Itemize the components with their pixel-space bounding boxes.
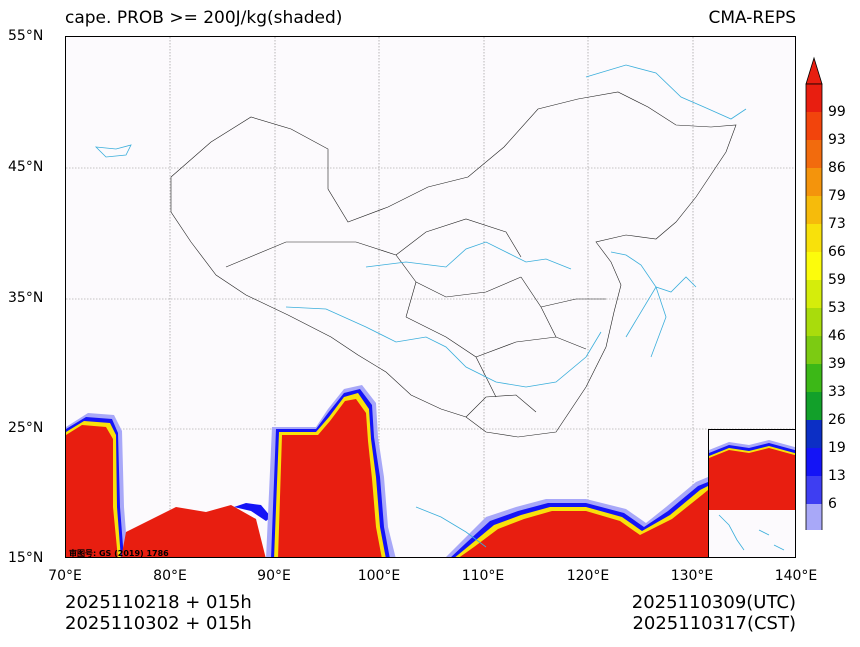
inset-map	[708, 429, 795, 557]
lon-label-110e: 110°E	[461, 568, 505, 584]
lat-label-15n: 15°N	[8, 550, 44, 566]
lon-label-130e: 130°E	[670, 568, 714, 584]
colorbar-label: 13	[828, 468, 846, 484]
rivers-coastline	[94, 64, 747, 548]
colorbar	[805, 56, 823, 530]
colorbar-segment	[806, 84, 822, 112]
chart-title: cape. PROB >= 200J/kg(shaded)	[65, 8, 343, 28]
colorbar-segment	[806, 140, 822, 168]
colorbar-segment	[806, 280, 822, 308]
model-name: CMA-REPS	[708, 8, 796, 28]
inset-canvas	[709, 440, 795, 551]
colorbar-label: 6	[828, 496, 837, 512]
colorbar-segment	[806, 504, 822, 530]
colorbar-segment	[806, 168, 822, 196]
colorbar-label: 26	[828, 412, 846, 428]
map-panel: 审图号: GS (2019) 1786	[65, 36, 796, 558]
colorbar-label: 66	[828, 244, 846, 260]
colorbar-label: 33	[828, 384, 846, 400]
colorbar-segment	[806, 224, 822, 252]
colorbar-label: 59	[828, 272, 846, 288]
map-canvas: 审图号: GS (2019) 1786	[66, 37, 795, 558]
colorbar-label: 79	[828, 188, 846, 204]
colorbar-segment	[806, 336, 822, 364]
colorbar-segment	[806, 364, 822, 392]
init-time-utc: 2025110218 + 015h	[65, 592, 252, 613]
colorbar-label: 93	[828, 132, 846, 148]
colorbar-label: 53	[828, 300, 846, 316]
colorbar-label: 86	[828, 160, 846, 176]
init-time-block: 2025110218 + 015h 2025110302 + 015h	[65, 592, 252, 634]
valid-time-block: 2025110309(UTC) 2025110317(CST)	[632, 592, 796, 634]
valid-time-utc: 2025110309(UTC)	[631, 592, 796, 613]
graticule	[66, 37, 795, 557]
lat-label-35n: 35°N	[8, 290, 44, 306]
colorbar-label: 99	[828, 104, 846, 120]
colorbar-label: 73	[828, 216, 846, 232]
colorbar-segment	[806, 308, 822, 336]
colorbar-label: 19	[828, 440, 846, 456]
valid-time-cst: 2025110317(CST)	[632, 613, 796, 634]
colorbar-extend-max	[805, 56, 823, 85]
lon-label-100e: 100°E	[357, 568, 401, 584]
colorbar-label: 46	[828, 328, 846, 344]
lon-label-70e: 70°E	[48, 568, 82, 584]
colorbar-segment	[806, 252, 822, 280]
colorbar-frame	[805, 83, 823, 530]
lat-label-25n: 25°N	[8, 420, 44, 436]
lon-label-90e: 90°E	[257, 568, 291, 584]
probability-shading	[66, 385, 708, 557]
colorbar-segment	[806, 448, 822, 476]
lat-label-55n: 55°N	[8, 28, 44, 44]
init-time-cst: 2025110302 + 015h	[65, 613, 252, 634]
lat-label-45n: 45°N	[8, 159, 44, 175]
colorbar-segment	[806, 476, 822, 504]
lon-label-140e: 140°E	[774, 568, 818, 584]
lon-label-80e: 80°E	[153, 568, 187, 584]
province-borders	[170, 91, 737, 438]
colorbar-segment	[806, 112, 822, 140]
colorbar-label: 39	[828, 356, 846, 372]
colorbar-segment	[806, 392, 822, 420]
colorbar-segment	[806, 196, 822, 224]
lon-label-120e: 120°E	[566, 568, 610, 584]
colorbar-segment	[806, 420, 822, 448]
approval-number: 审图号: GS (2019) 1786	[69, 548, 169, 558]
